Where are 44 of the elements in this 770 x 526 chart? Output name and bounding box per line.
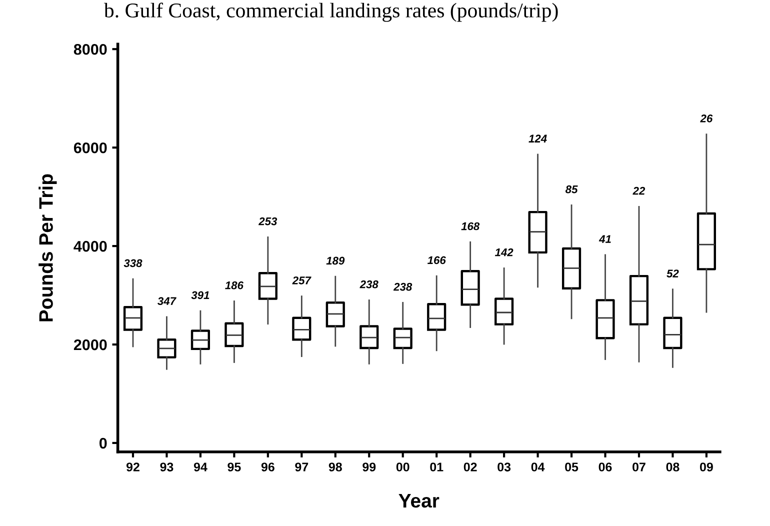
annotation: 186 (225, 281, 244, 290)
x-tick-label: 93 (160, 462, 174, 472)
annotation: 22 (632, 186, 646, 195)
x-tick-label: 96 (261, 462, 274, 472)
annotation: 257 (292, 276, 312, 284)
x-tick-label: 04 (531, 462, 545, 472)
annotation: 142 (494, 248, 514, 256)
x-tick-label: 99 (362, 462, 376, 472)
annotation: 124 (528, 134, 547, 142)
annotation: 238 (360, 280, 378, 288)
y-tick-label: 4000 (74, 240, 107, 252)
x-tick-label: 94 (194, 462, 208, 472)
x-tick-label: 05 (565, 462, 578, 472)
annotation: 347 (158, 297, 176, 306)
y-tick-label: 2000 (74, 339, 107, 350)
x-tick-label: 06 (598, 462, 612, 472)
x-tick-label: 09 (700, 462, 713, 472)
x-tick-label: 98 (328, 462, 342, 472)
annotation: 253 (258, 217, 278, 226)
annotation: 85 (565, 185, 578, 194)
x-tick-label: 07 (632, 462, 646, 472)
chart-title: b. Gulf Coast, commercial landings rates (pounds/trip) (104, 2, 558, 22)
y-tick-label: 6000 (74, 142, 107, 154)
annotation: 238 (393, 282, 412, 291)
annotation: 168 (461, 222, 480, 230)
x-tick-label: 03 (498, 462, 511, 472)
annotation: 189 (326, 256, 345, 265)
annotation: 166 (428, 256, 446, 264)
annotation: 391 (191, 291, 210, 300)
x-axis-title: Year (398, 494, 440, 508)
x-tick-label: 92 (126, 462, 140, 472)
annotation: 338 (124, 259, 142, 268)
y-axis-title: Pounds Per Trip (38, 174, 57, 322)
annotation: 26 (700, 114, 713, 122)
y-tick-label: 8000 (74, 44, 107, 55)
x-tick-label: 01 (430, 462, 444, 472)
x-tick-label: 97 (295, 462, 308, 472)
x-tick-label: 08 (666, 462, 680, 472)
x-tick-label: 95 (228, 462, 241, 472)
x-tick-label: 00 (396, 462, 410, 472)
annotation: 41 (598, 235, 611, 243)
x-tick-label: 02 (464, 462, 477, 472)
annotation: 52 (666, 270, 679, 278)
y-tick-label: 0 (100, 438, 107, 449)
